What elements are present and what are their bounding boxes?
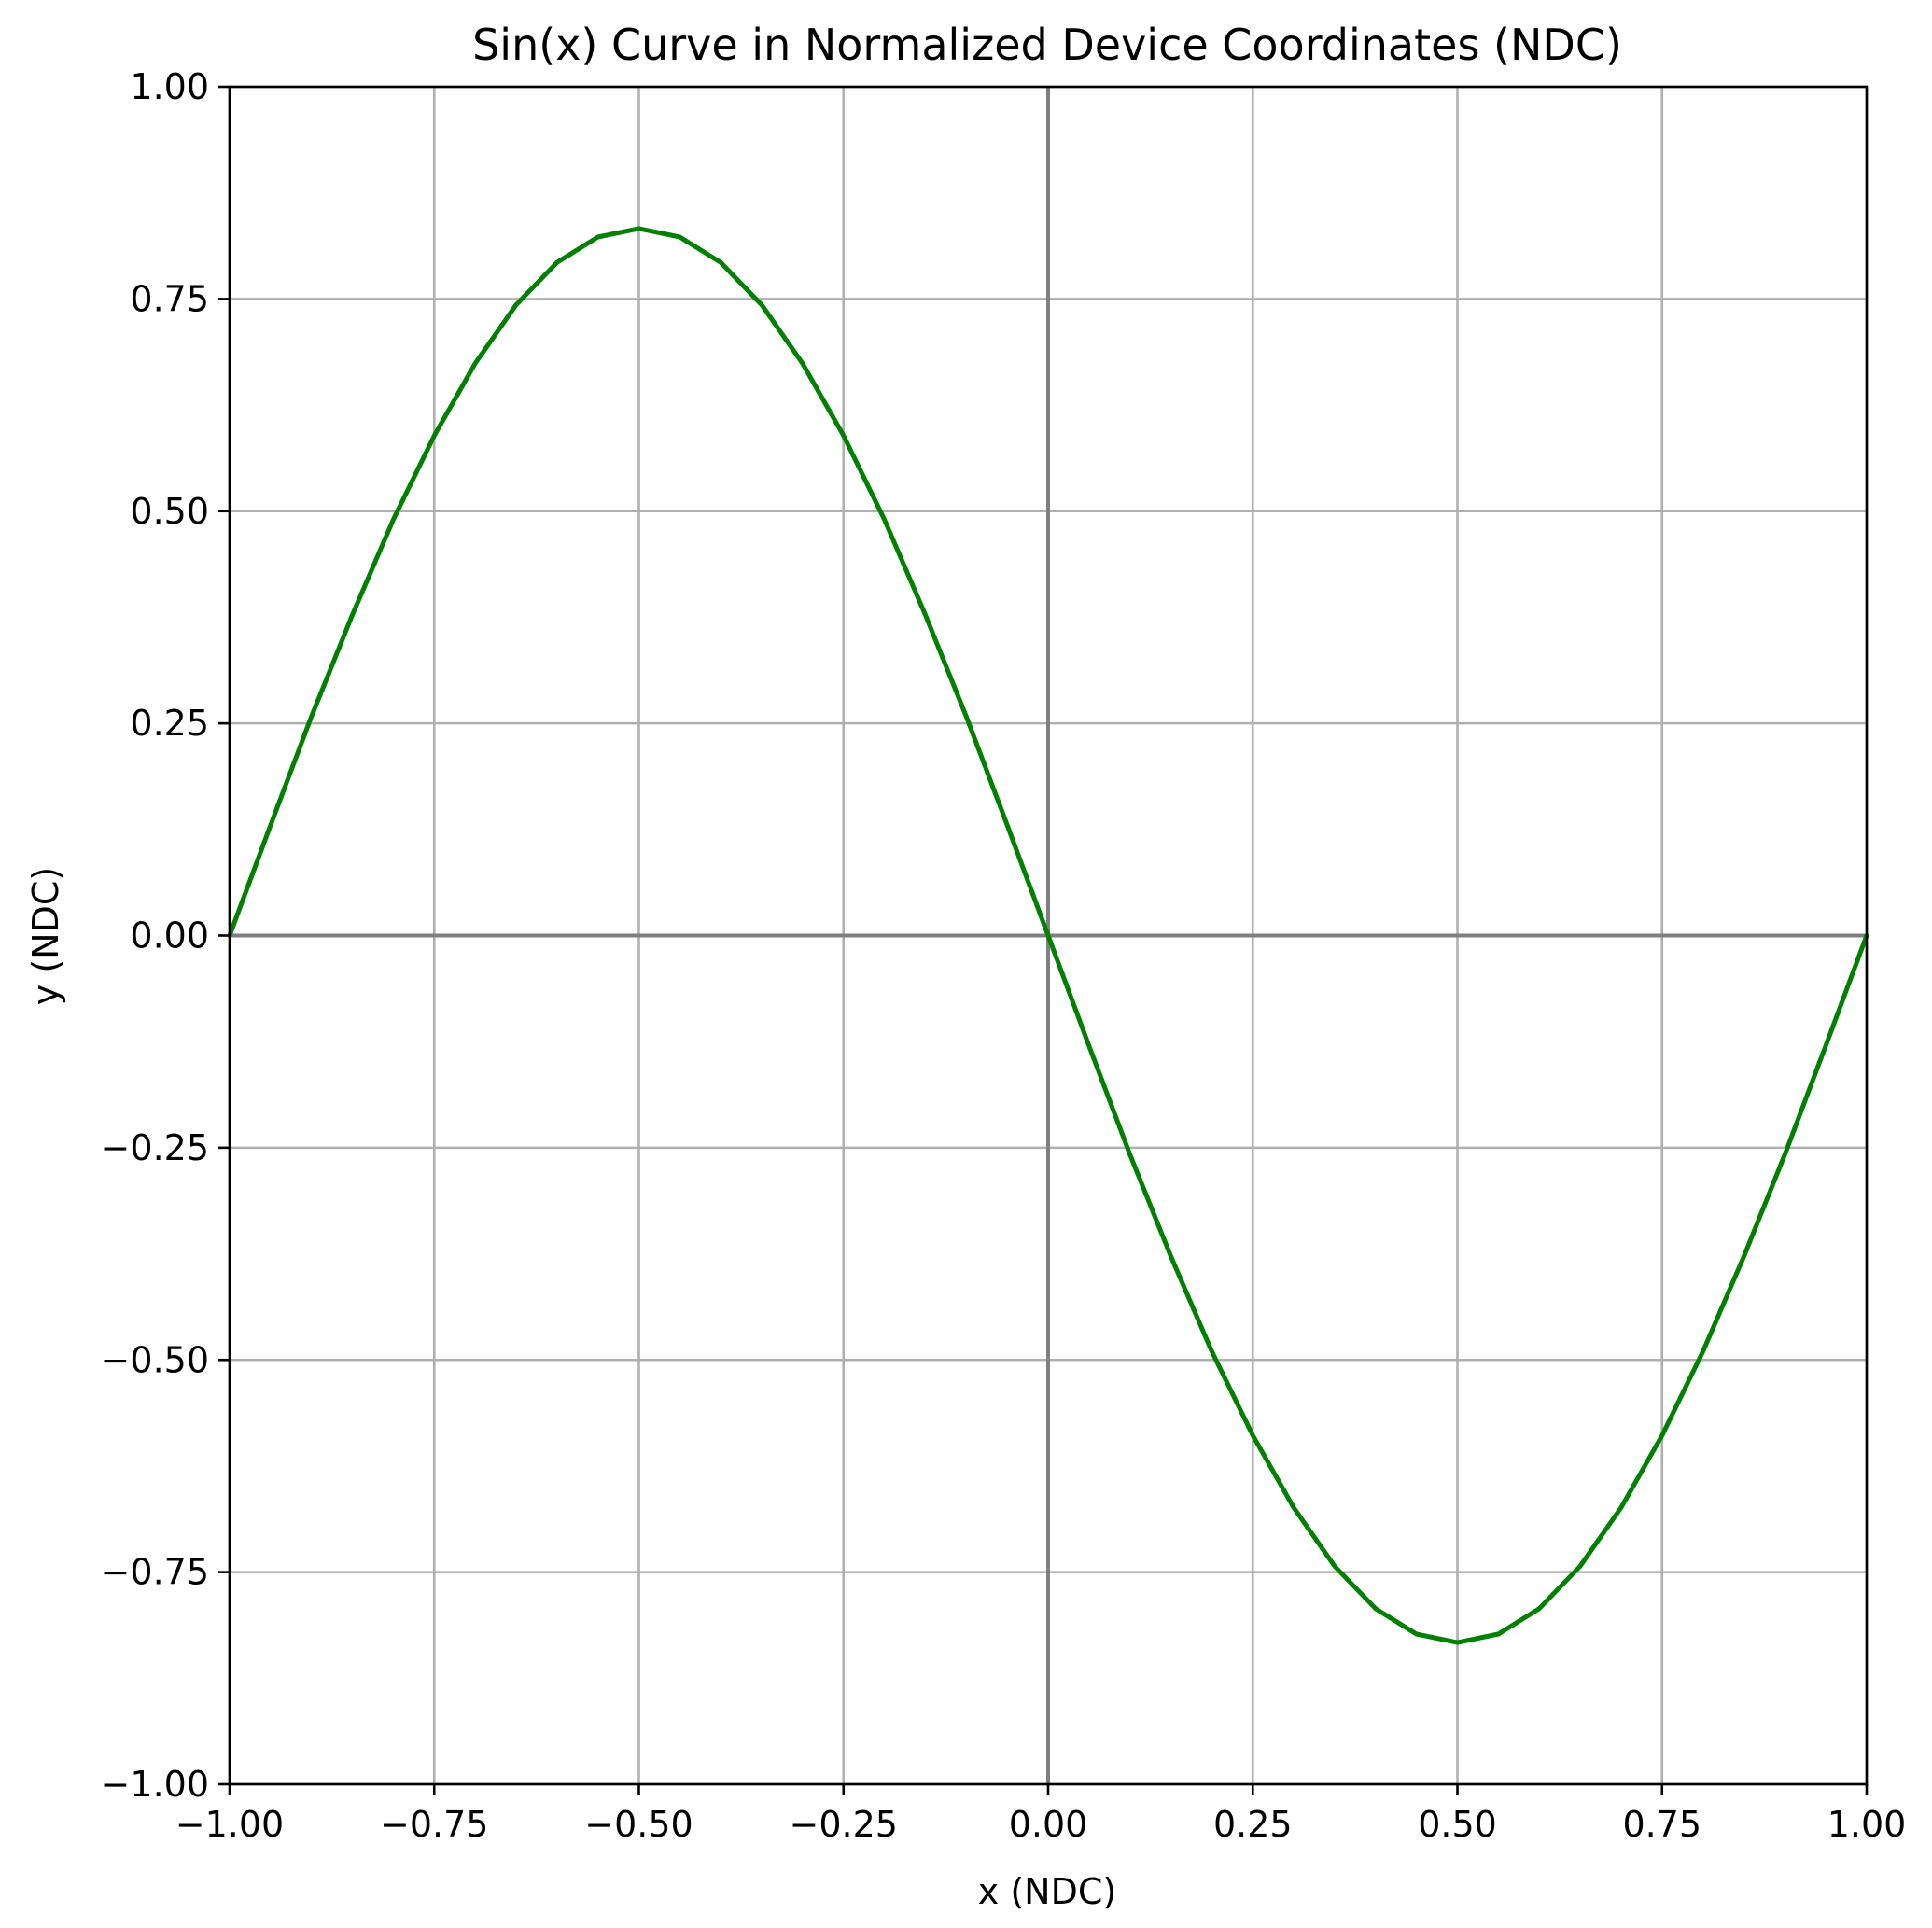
y-tick-label: −0.75 (101, 1552, 209, 1593)
sine-series-line (227, 226, 1869, 1645)
x-tick-label: 0.50 (1418, 1804, 1497, 1845)
y-tick-label: −1.00 (101, 1764, 209, 1805)
chart-title: Sin(x) Curve in Normalized Device Coordi… (472, 20, 1622, 70)
x-tick-label: 0.00 (1009, 1804, 1088, 1845)
y-tick-label: 0.50 (130, 491, 209, 532)
y-tick-label: −0.25 (101, 1127, 209, 1168)
x-tick-label: −0.25 (790, 1804, 898, 1845)
x-tick-label: 0.25 (1213, 1804, 1293, 1845)
y-tick-label: 0.75 (130, 278, 209, 319)
x-tick-label: 0.75 (1622, 1804, 1701, 1845)
y-axis-ticks: 1.00 0.75 0.50 0.25 0.00 −0.25 −0.50 −0.75 −1.00 (101, 66, 230, 1805)
x-axis-ticks: −1.00 −0.75 −0.50 −0.25 0.00 0.25 0.50 0.75 1.00 (175, 1784, 1907, 1845)
y-axis-title: y (NDC) (25, 867, 66, 1005)
y-tick-label: −0.50 (101, 1339, 209, 1380)
y-tick-label: 1.00 (130, 66, 209, 107)
x-tick-label: −1.00 (175, 1804, 284, 1845)
x-axis-title: x (NDC) (978, 1871, 1116, 1912)
x-tick-label: −0.75 (380, 1804, 488, 1845)
y-tick-label: 0.00 (130, 915, 209, 957)
x-tick-label: 1.00 (1827, 1804, 1907, 1845)
y-tick-label: 0.25 (130, 703, 209, 744)
x-tick-label: −0.50 (584, 1804, 693, 1845)
series-layer (227, 226, 1869, 1645)
